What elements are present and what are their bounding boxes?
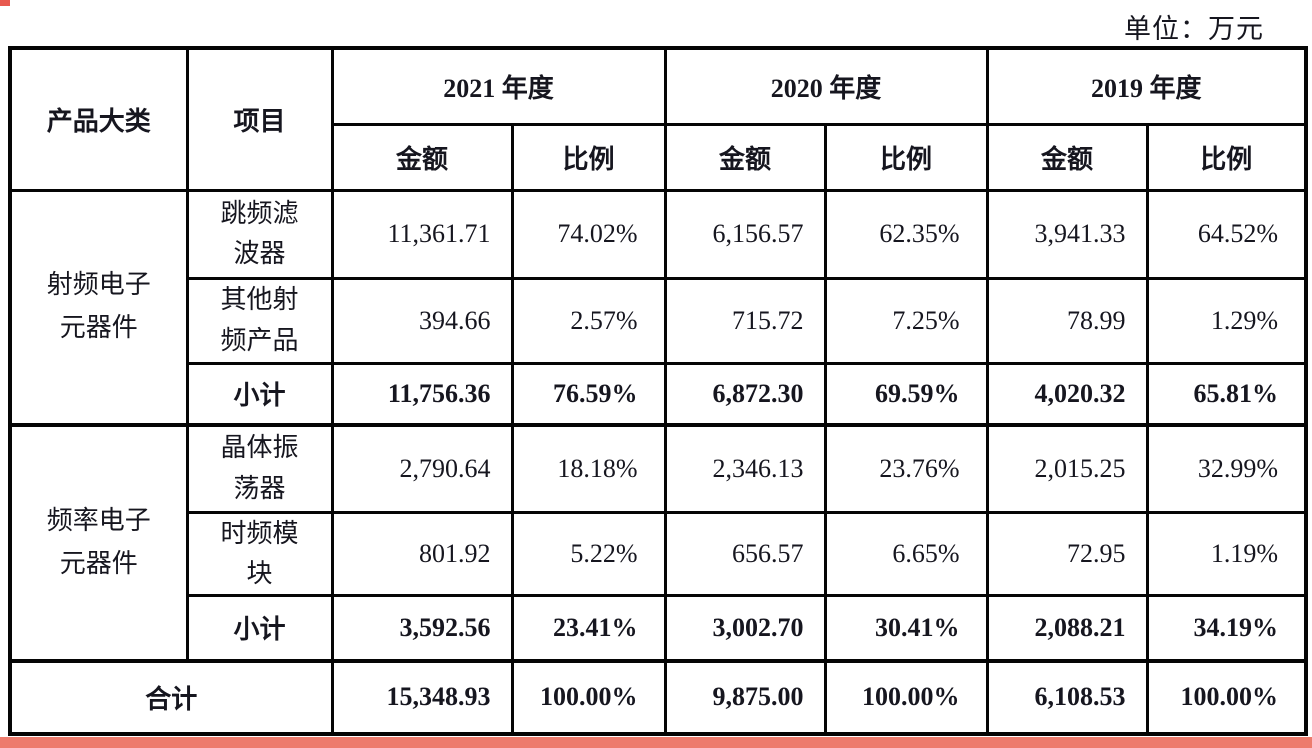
bottom-highlight-bar <box>0 737 1312 748</box>
value-2021-ratio: 2.57% <box>510 276 667 365</box>
value-2019-amount: 78.99 <box>985 276 1149 365</box>
table-row: 频率电子元器件 晶体振荡器 2,790.64 18.18% 2,346.13 2… <box>8 423 1308 663</box>
header-2021-amount: 金额 <box>330 122 514 192</box>
total-label: 合计 <box>8 658 334 736</box>
item-label: 时频模块 <box>220 518 299 588</box>
value-2021-amount: 11,361.71 <box>330 188 514 280</box>
total-2020-amount: 9,875.00 <box>663 658 827 736</box>
value-2019-ratio: 1.19% <box>1145 510 1308 598</box>
value-2020-amount: 715.72 <box>663 276 827 365</box>
value-2020-amount: 2,346.13 <box>663 423 827 514</box>
header-year-2019: 2019 年度 <box>985 46 1308 126</box>
value-2020-ratio: 6.65% <box>823 510 989 598</box>
subtotal-2019-amount: 2,088.21 <box>985 594 1149 663</box>
total-row: 合计 15,348.93 100.00% 9,875.00 100.00% 6,… <box>8 658 1308 736</box>
unit-label: 单位：万元 <box>1124 14 1264 44</box>
value-2020-amount: 656.57 <box>663 510 827 598</box>
header-2020-ratio: 比例 <box>823 122 989 192</box>
subtotal-2019-ratio: 34.19% <box>1145 594 1308 663</box>
total-2021-amount: 15,348.93 <box>330 658 514 736</box>
total-2020-ratio: 100.00% <box>823 658 989 736</box>
header-2019-amount: 金额 <box>985 122 1149 192</box>
table-row: 射频电子元器件 跳频滤波器 11,361.71 74.02% 6,156.57 … <box>8 188 1308 427</box>
header-product-category: 产品大类 <box>8 46 189 192</box>
header-year-2020: 2020 年度 <box>663 46 989 126</box>
header-year-2021: 2021 年度 <box>330 46 667 126</box>
item-label: 其他射频产品 <box>220 285 299 355</box>
total-2019-amount: 6,108.53 <box>985 658 1149 736</box>
value-2021-ratio: 5.22% <box>510 510 667 598</box>
value-2020-ratio: 7.25% <box>823 276 989 365</box>
value-2019-amount: 3,941.33 <box>985 188 1149 280</box>
value-2019-ratio: 1.29% <box>1145 276 1308 365</box>
value-2020-ratio: 23.76% <box>823 423 989 514</box>
subtotal-row: 小计 3,592.56 23.41% 3,002.70 30.41% 2,088… <box>10 594 1308 663</box>
value-2021-ratio: 74.02% <box>510 188 667 280</box>
subtotal-2021-ratio: 23.41% <box>510 594 667 663</box>
subtotal-label: 小计 <box>185 594 334 663</box>
header-2019-ratio: 比例 <box>1145 122 1308 192</box>
value-2021-amount: 2,790.64 <box>330 423 514 514</box>
value-2020-amount: 6,156.57 <box>663 188 827 280</box>
header-2020-amount: 金额 <box>663 122 827 192</box>
value-2019-amount: 2,015.25 <box>985 423 1149 514</box>
item-label: 晶体振荡器 <box>220 433 299 503</box>
header-row-subcolumns: 金额 比例 金额 比例 金额 比例 <box>10 122 1308 192</box>
item-cell: 晶体振荡器 <box>185 423 334 514</box>
subtotal-2020-amount: 6,872.30 <box>663 361 827 427</box>
subtotal-2020-amount: 3,002.70 <box>663 594 827 663</box>
total-2019-ratio: 100.00% <box>1145 658 1308 736</box>
category-cell-rf: 射频电子元器件 <box>8 188 189 427</box>
subtotal-2021-amount: 11,756.36 <box>330 361 514 427</box>
value-2021-ratio: 18.18% <box>510 423 667 514</box>
table-row: 时频模块 801.92 5.22% 656.57 6.65% 72.95 1.1… <box>10 510 1308 598</box>
page-corner-artifact <box>0 0 10 6</box>
item-label: 跳频滤波器 <box>220 198 299 268</box>
subtotal-2020-ratio: 30.41% <box>823 594 989 663</box>
category-label: 射频电子元器件 <box>46 270 151 343</box>
subtotal-label: 小计 <box>185 361 334 427</box>
total-2021-ratio: 100.00% <box>510 658 667 736</box>
value-2019-ratio: 64.52% <box>1145 188 1308 280</box>
value-2019-amount: 72.95 <box>985 510 1149 598</box>
revenue-breakdown-table: 产品大类 项目 2021 年度 2020 年度 2019 年度 金额 比例 金额… <box>8 46 1309 736</box>
category-label: 频率电子元器件 <box>46 505 151 578</box>
header-item: 项目 <box>185 46 334 192</box>
subtotal-2019-amount: 4,020.32 <box>985 361 1149 427</box>
subtotal-2021-amount: 3,592.56 <box>330 594 514 663</box>
item-cell: 跳频滤波器 <box>185 188 334 280</box>
table-row: 其他射频产品 394.66 2.57% 715.72 7.25% 78.99 1… <box>10 276 1308 365</box>
value-2021-amount: 801.92 <box>330 510 514 598</box>
value-2019-ratio: 32.99% <box>1145 423 1308 514</box>
value-2020-ratio: 62.35% <box>823 188 989 280</box>
header-2021-ratio: 比例 <box>510 122 667 192</box>
item-cell: 其他射频产品 <box>185 276 334 365</box>
category-cell-frequency: 频率电子元器件 <box>8 423 189 663</box>
value-2021-amount: 394.66 <box>330 276 514 365</box>
item-cell: 时频模块 <box>185 510 334 598</box>
subtotal-2019-ratio: 65.81% <box>1145 361 1308 427</box>
subtotal-row: 小计 11,756.36 76.59% 6,872.30 69.59% 4,02… <box>10 361 1308 427</box>
header-row-years: 产品大类 项目 2021 年度 2020 年度 2019 年度 <box>8 46 1308 192</box>
subtotal-2021-ratio: 76.59% <box>510 361 667 427</box>
subtotal-2020-ratio: 69.59% <box>823 361 989 427</box>
